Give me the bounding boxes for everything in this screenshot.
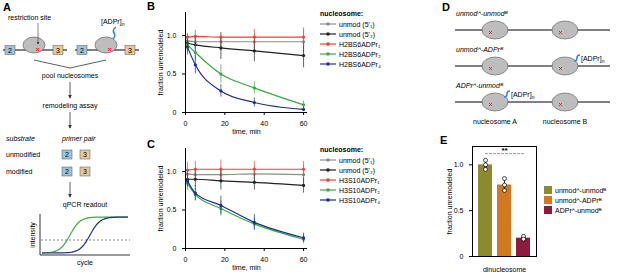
svg-text:1.0: 1.0 [454,161,464,168]
svg-text:time, min: time, min [232,128,261,135]
svg-text:intensity: intensity [29,222,37,248]
svg-text:time, min: time, min [232,264,261,271]
html-text:unmodᴬ-ADPrᴮ: unmodᴬ-ADPrᴮ [555,196,602,204]
svg-text:40: 40 [260,120,268,127]
svg-text:0: 0 [173,109,177,116]
svg-text:0: 0 [460,253,464,260]
html-text:H3S10ADPr₄: H3S10ADPr₄ [339,196,380,204]
svg-text:2: 2 [65,151,69,158]
svg-text:60: 60 [300,256,308,263]
html-text:nucleosome:: nucleosome: [320,10,364,17]
svg-text:fraction unremodeled: fraction unremodeled [157,30,164,96]
svg-text:nucleosome A: nucleosome A [473,118,517,125]
html-text:unmod (5'₂): unmod (5'₂) [339,30,375,38]
svg-text:[ADPr]n: [ADPr]n [511,91,535,100]
html-text:unmodᴬ-unmodᴮ: unmodᴬ-unmodᴮ [555,186,607,194]
svg-text:0.5: 0.5 [167,70,177,77]
svg-text:remodeling assay: remodeling assay [43,102,98,110]
svg-text:0.5: 0.5 [167,206,177,213]
svg-text:0.5: 0.5 [454,207,464,214]
html-text:unmod (5'₁): unmod (5'₁) [339,156,375,164]
html-text:H2BS6ADPr₂: H2BS6ADPr₂ [339,50,381,58]
html-text:nucleosome:: nucleosome: [320,146,364,153]
html-text:B: B [147,0,155,12]
svg-text:1.0: 1.0 [167,32,177,39]
svg-text:dinucleosome: dinucleosome [483,266,526,273]
svg-text:60: 60 [300,120,308,127]
svg-text:fraction unremodeled: fraction unremodeled [157,166,164,232]
html-text:ADPrᴬ-unmodᴮ: ADPrᴬ-unmodᴮ [555,206,602,214]
svg-text:2: 2 [65,168,69,175]
svg-text:restriction site: restriction site [8,14,51,21]
svg-text:nucleosome B: nucleosome B [543,118,588,125]
svg-text:20: 20 [221,120,229,127]
svg-text:substrate: substrate [6,135,35,142]
html-text:H3S10ADPr₂: H3S10ADPr₂ [339,186,380,194]
svg-text:2: 2 [80,47,84,54]
svg-text:20: 20 [221,256,229,263]
svg-text:unmodᴬ-ADPrᴮ: unmodᴬ-ADPrᴮ [456,46,504,53]
svg-text:A: A [3,1,11,13]
svg-text:**: ** [501,146,508,155]
svg-text:primer pair: primer pair [61,135,96,143]
svg-text:D: D [442,1,450,13]
svg-text:3: 3 [83,168,87,175]
svg-text:0: 0 [173,245,177,252]
svg-text:modified: modified [6,168,33,175]
svg-text:40: 40 [260,256,268,263]
html-text:C: C [147,138,155,150]
svg-text:fraction unremodeled: fraction unremodeled [446,169,453,235]
svg-text:cycle: cycle [77,259,93,267]
svg-text:unmodified: unmodified [6,151,40,158]
svg-text:unmodᴬ-unmodᴮ: unmodᴬ-unmodᴮ [456,10,509,17]
html-text:H3S10ADPr₁: H3S10ADPr₁ [339,176,380,184]
svg-text:qPCR readout: qPCR readout [63,201,107,209]
svg-text:pool nucleosomes: pool nucleosomes [42,72,99,80]
svg-text:0: 0 [184,256,188,263]
svg-text:[ADPr]n: [ADPr]n [581,55,605,64]
svg-text:[ADPr]n: [ADPr]n [101,18,125,27]
html-text:unmod (5'₂): unmod (5'₂) [339,166,375,174]
html-text:unmod (5'₁): unmod (5'₁) [339,20,375,28]
svg-text:3: 3 [128,47,132,54]
html-text:H2BS6ADPr₄: H2BS6ADPr₄ [339,60,381,68]
svg-text:3: 3 [56,47,60,54]
html-text:E: E [440,134,448,146]
svg-text:1.0: 1.0 [167,168,177,175]
svg-text:3: 3 [83,151,87,158]
html-text:H2BS6ADPr₁: H2BS6ADPr₁ [339,40,381,48]
svg-text:ADPrᴬ-unmodᴮ: ADPrᴬ-unmodᴮ [455,82,504,89]
svg-text:2: 2 [8,47,12,54]
svg-text:0: 0 [184,120,188,127]
